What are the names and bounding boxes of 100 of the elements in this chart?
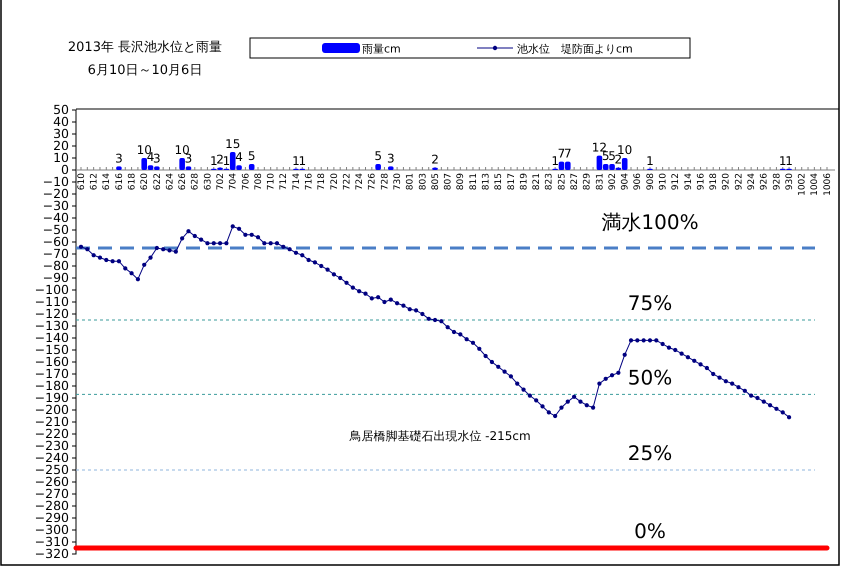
y-tick-label: −60 [42, 234, 70, 249]
x-tick-label: 825 [557, 173, 568, 190]
x-tick-label: 904 [620, 172, 631, 190]
data-label: 1 [778, 154, 787, 168]
x-tick-label: 1004 [810, 172, 820, 196]
x-tick-label: 726 [368, 172, 378, 190]
x-tick-label: 730 [392, 172, 403, 190]
x-tick-label: 920 [722, 172, 732, 190]
x-tick-label: 710 [266, 172, 277, 190]
y-tick-label: −100 [34, 282, 70, 297]
x-tick-label: 620 [140, 172, 150, 190]
x-tick-label: 827 [570, 173, 580, 190]
x-tick-label: 807 [444, 173, 454, 190]
y-tick-label: −110 [34, 294, 70, 309]
y-tick-label: −200 [34, 402, 70, 417]
x-tick-label: 924 [747, 172, 758, 190]
x-tick-label: 706 [241, 172, 252, 190]
y-tick-label: −300 [34, 522, 70, 537]
x-tick-label: 831 [595, 173, 606, 190]
data-label: 15 [225, 137, 240, 151]
x-tick-label: 724 [355, 172, 366, 190]
x-tick-label: 902 [608, 173, 618, 190]
y-tick-label: −80 [42, 258, 70, 273]
y-tick-label: −170 [34, 366, 70, 381]
y-tick-label: 30 [53, 126, 70, 141]
y-tick-label: −280 [34, 498, 70, 513]
annotation: 鳥居橋脚基礎石出現水位 -215cm [348, 429, 531, 444]
chart-subtitle: 6月10日～10月6日 [88, 63, 202, 78]
x-tick-label: 821 [532, 173, 542, 190]
x-tick-label: 823 [544, 173, 555, 190]
x-tick-label: 926 [760, 172, 770, 190]
x-tick-label: 809 [456, 172, 466, 190]
y-tick-label: −260 [34, 474, 70, 489]
annotation: 50% [628, 365, 672, 390]
data-label: 5 [248, 149, 256, 163]
data-label: 1 [785, 154, 793, 168]
data-label: 1 [551, 154, 559, 168]
y-tick-label: −190 [34, 390, 70, 405]
x-tick-label: 714 [292, 172, 302, 190]
y-tick-label: −50 [42, 222, 70, 237]
y-tick-label: −180 [34, 378, 70, 393]
y-tick-label: 40 [53, 114, 70, 129]
data-label: 2 [614, 152, 622, 167]
data-label: 2 [216, 152, 224, 167]
x-tick-label: 716 [304, 172, 314, 190]
y-tick-label: −120 [34, 306, 70, 321]
x-tick-label: 906 [633, 172, 644, 190]
data-label: 7 [558, 146, 566, 161]
x-tick-label: 914 [684, 172, 694, 190]
x-tick-label: 722 [342, 173, 352, 190]
x-tick-label: 728 [380, 172, 390, 190]
data-label: 1 [222, 154, 230, 168]
annotation: 0% [634, 519, 666, 543]
y-tick-label: −20 [42, 186, 70, 201]
x-tick-label: 922 [734, 173, 744, 190]
x-tick-label: 928 [772, 172, 782, 190]
x-tick-label: 819 [519, 172, 530, 190]
data-label: 7 [564, 146, 572, 161]
y-tick-label: 50 [53, 102, 70, 117]
y-tick-label: −40 [42, 210, 70, 225]
y-tick-label: 10 [53, 150, 70, 165]
y-tick-label: −290 [34, 510, 70, 525]
y-tick-label: 0 [61, 162, 70, 177]
x-tick-label: 718 [317, 172, 328, 190]
y-tick-label: −10 [42, 174, 70, 189]
y-tick-label: −130 [34, 318, 70, 333]
data-label: 5 [608, 149, 616, 163]
x-tick-label: 704 [228, 172, 239, 190]
x-tick-label: 912 [671, 173, 682, 190]
x-tick-label: 829 [582, 172, 593, 190]
annotation: 75% [628, 291, 672, 315]
data-label: 2 [431, 152, 439, 167]
data-label: 1 [210, 154, 218, 168]
y-tick-label: 20 [53, 138, 70, 153]
x-tick-label: 626 [178, 172, 188, 190]
x-tick-label: 805 [430, 173, 441, 190]
x-tick-label: 708 [254, 172, 264, 190]
x-tick-label: 910 [658, 172, 669, 190]
x-tick-label: 918 [709, 172, 720, 190]
y-tick-label: −220 [34, 426, 70, 441]
x-tick-label: 817 [506, 173, 517, 190]
y-tick-label: −140 [34, 330, 70, 345]
y-tick-label: −320 [34, 546, 70, 561]
annotation: 25% [628, 441, 672, 465]
x-tick-label: 618 [127, 172, 138, 190]
x-tick-label: 622 [152, 173, 163, 190]
x-tick-label: 1006 [822, 172, 833, 196]
legend-label: 雨量cm [362, 42, 401, 56]
data-label: 1 [298, 154, 306, 168]
x-tick-label: 630 [203, 172, 214, 190]
y-tick-label: −160 [34, 354, 70, 369]
x-tick-label: 815 [494, 173, 504, 190]
x-tick-label: 813 [481, 173, 492, 190]
x-tick-label: 612 [90, 173, 100, 190]
x-tick-label: 624 [165, 172, 176, 190]
x-tick-label: 614 [102, 172, 112, 190]
x-tick-label: 916 [696, 172, 706, 190]
x-tick-label: 801 [406, 173, 416, 190]
legend-label: 池水位 堤防面よりcm [517, 42, 633, 56]
x-tick-label: 1002 [798, 173, 808, 196]
